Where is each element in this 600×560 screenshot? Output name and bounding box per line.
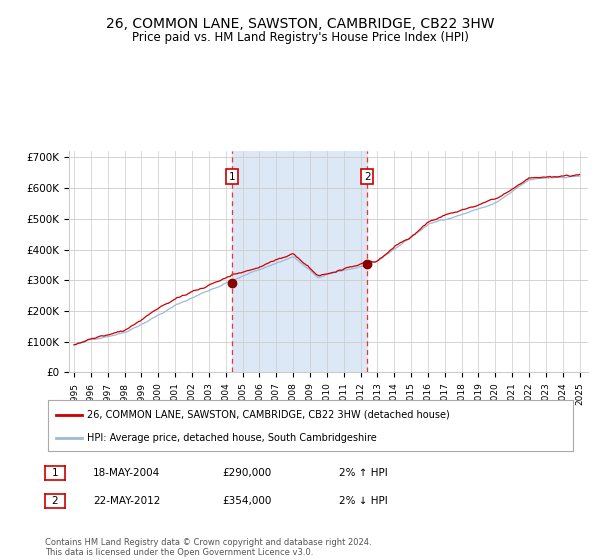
Text: Contains HM Land Registry data © Crown copyright and database right 2024.
This d: Contains HM Land Registry data © Crown c…: [45, 538, 371, 557]
Text: £290,000: £290,000: [222, 468, 271, 478]
Text: 22-MAY-2012: 22-MAY-2012: [93, 496, 160, 506]
Text: 1: 1: [52, 468, 58, 478]
Text: 2: 2: [364, 171, 370, 181]
Text: 26, COMMON LANE, SAWSTON, CAMBRIDGE, CB22 3HW: 26, COMMON LANE, SAWSTON, CAMBRIDGE, CB2…: [106, 17, 494, 31]
Text: Price paid vs. HM Land Registry's House Price Index (HPI): Price paid vs. HM Land Registry's House …: [131, 31, 469, 44]
Text: 2% ↓ HPI: 2% ↓ HPI: [339, 496, 388, 506]
Text: 2: 2: [52, 496, 58, 506]
Bar: [232, 151, 367, 372]
Text: 18-MAY-2004: 18-MAY-2004: [93, 468, 160, 478]
Text: HPI: Average price, detached house, South Cambridgeshire: HPI: Average price, detached house, Sout…: [88, 433, 377, 443]
Text: 26, COMMON LANE, SAWSTON, CAMBRIDGE, CB22 3HW (detached house): 26, COMMON LANE, SAWSTON, CAMBRIDGE, CB2…: [88, 409, 450, 419]
Text: 1: 1: [229, 171, 235, 181]
Text: £354,000: £354,000: [222, 496, 271, 506]
Text: 2% ↑ HPI: 2% ↑ HPI: [339, 468, 388, 478]
